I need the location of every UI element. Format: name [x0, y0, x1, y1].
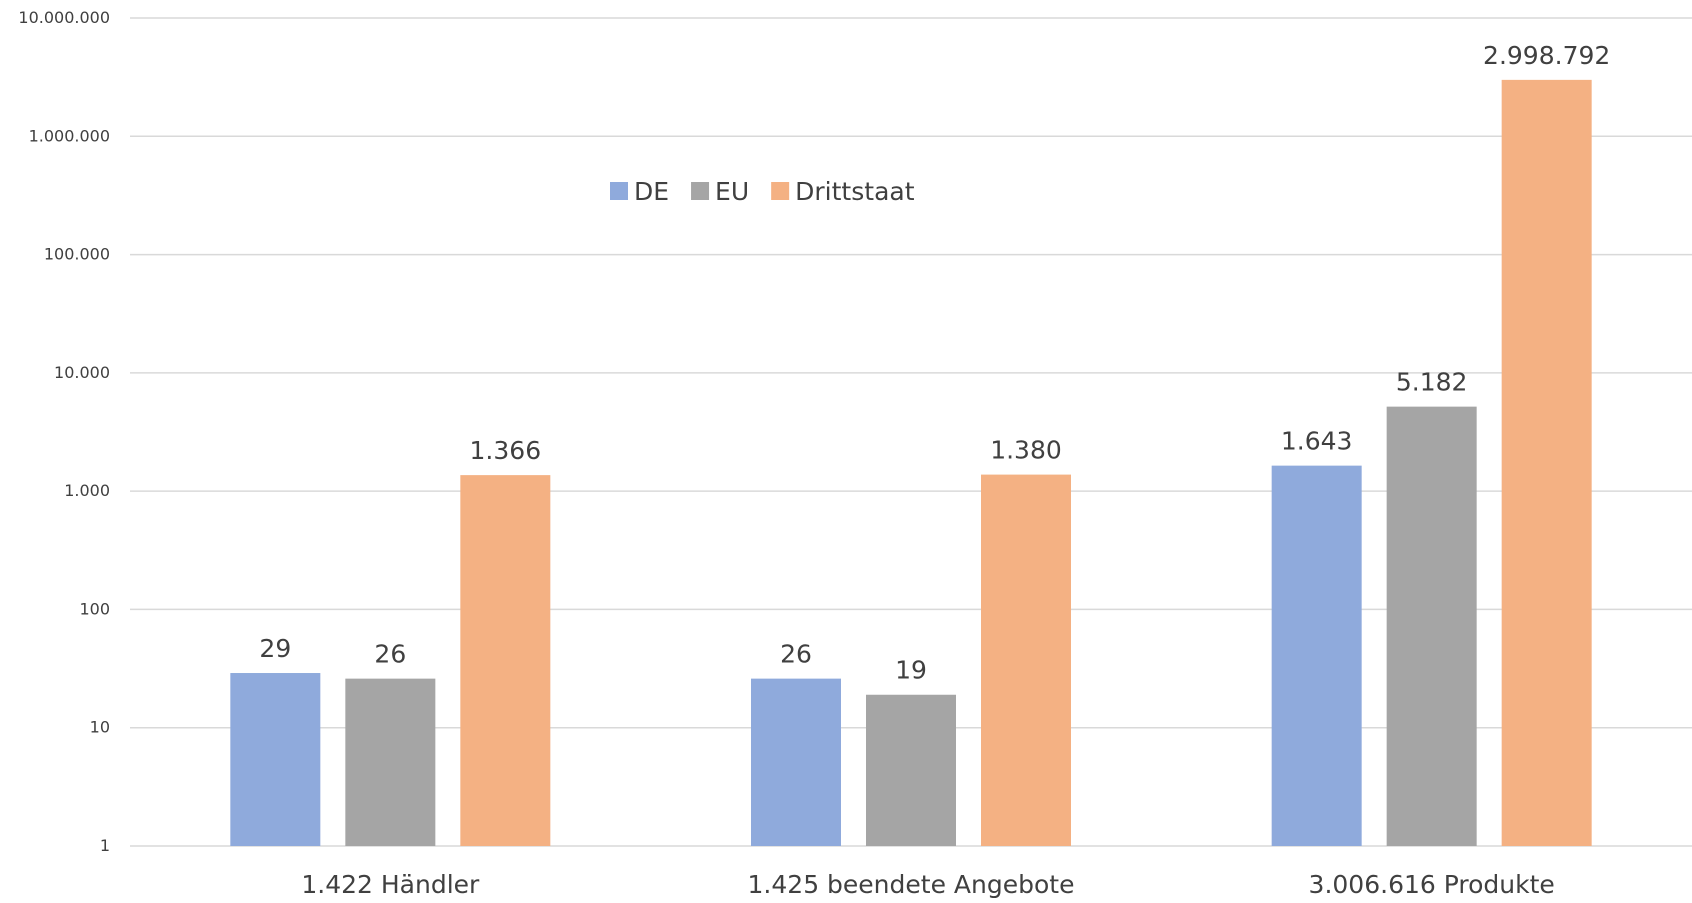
data-labels: 29 26 1.366 26 19 1.380 1.643 5.182 2.998.792 — [259, 41, 1610, 685]
bars — [230, 79, 1592, 847]
y-tick-label: 1.000.000 — [29, 126, 110, 145]
y-tick-label: 10.000 — [54, 363, 110, 382]
y-axis-tick-labels: 1 10 100 1.000 10.000 100.000 1.000.000 10.000.… — [18, 8, 110, 855]
bar-eu-1 — [345, 678, 436, 846]
bar-de-2 — [751, 678, 841, 846]
data-label: 1.380 — [990, 436, 1062, 465]
legend-swatch-eu — [691, 182, 710, 200]
y-tick-label: 10 — [90, 718, 110, 737]
x-category-label: 1.425 beendete Angebote — [748, 870, 1075, 899]
data-label: 29 — [259, 634, 291, 663]
x-category-label: 3.006.616 Produkte — [1309, 870, 1555, 899]
data-label: 1.366 — [470, 436, 542, 465]
legend-label-de: DE — [634, 177, 669, 206]
y-tick-label: 100 — [79, 599, 110, 618]
bar-drittstaat-2 — [981, 474, 1071, 846]
legend-label-drittstaat: Drittstaat — [795, 177, 915, 206]
legend-swatch-drittstaat — [771, 182, 790, 200]
y-tick-label: 10.000.000 — [18, 8, 110, 27]
data-label: 19 — [895, 656, 927, 685]
data-label: 2.998.792 — [1483, 41, 1610, 70]
y-tick-label: 1 — [100, 836, 110, 855]
x-axis-category-labels: 1.422 Händler 1.425 beendete Angebote 3.00… — [301, 870, 1554, 899]
bar-eu-3 — [1386, 406, 1477, 846]
bar-drittstaat-3 — [1501, 79, 1592, 847]
bar-drittstaat-1 — [460, 475, 551, 846]
y-tick-label: 100.000 — [44, 245, 110, 264]
legend: DE EU Drittstaat — [610, 177, 915, 206]
data-label: 5.182 — [1396, 368, 1468, 397]
x-category-label: 1.422 Händler — [301, 870, 480, 899]
legend-swatch-de — [610, 182, 628, 200]
data-label: 26 — [374, 640, 406, 669]
bar-eu-2 — [866, 694, 956, 846]
y-tick-label: 1.000 — [64, 481, 110, 500]
bar-de-3 — [1271, 465, 1362, 846]
bar-de-1 — [230, 673, 321, 846]
legend-label-eu: EU — [715, 177, 749, 206]
data-label: 26 — [780, 640, 812, 669]
data-label: 1.643 — [1281, 427, 1353, 456]
